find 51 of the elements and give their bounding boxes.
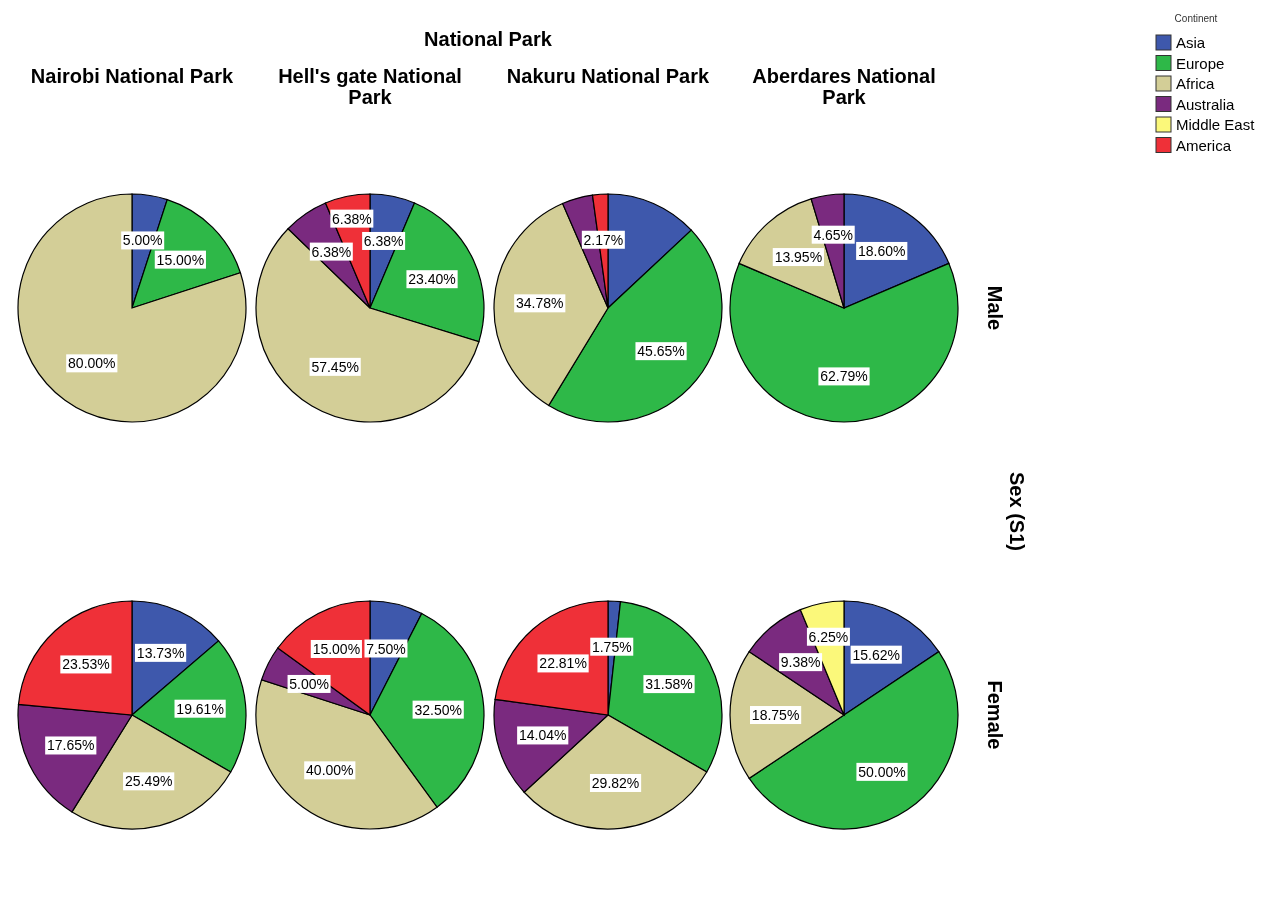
data-label: 34.78%: [516, 295, 564, 312]
data-label: 2.17%: [583, 231, 624, 248]
data-label: 5.00%: [122, 232, 163, 249]
data-label: 15.00%: [156, 251, 205, 268]
data-label: 6.38%: [363, 232, 404, 249]
text: National Park: [424, 28, 553, 50]
data-label: 6.38%: [331, 210, 372, 227]
data-label: 4.65%: [813, 226, 854, 243]
data-label: 13.95%: [774, 249, 823, 266]
legend-label: Asia: [1176, 34, 1206, 51]
data-label: 62.79%: [820, 368, 868, 385]
chart-title: Nakuru National Park: [506, 65, 711, 87]
data-label: 40.00%: [306, 762, 354, 779]
data-label: 23.53%: [62, 656, 110, 673]
legend-label: Middle East: [1176, 116, 1256, 133]
data-label: 31.58%: [645, 676, 693, 693]
data-label: 5.00%: [289, 675, 329, 692]
data-label: 17.65%: [47, 737, 95, 754]
data-label: 6.25%: [808, 628, 849, 645]
legend-label: America: [1176, 136, 1232, 154]
chart-title: Aberdares National Park: [752, 65, 936, 108]
data-label: 14.04%: [518, 727, 567, 744]
chart-title: Hell's gate National Park: [278, 65, 462, 108]
data-label: 23.40%: [408, 271, 456, 288]
text: Sex (S1): [1006, 472, 1028, 551]
legend-label: Australia: [1176, 95, 1236, 113]
data-label: 18.60%: [857, 242, 906, 259]
data-label: 15.00%: [312, 640, 361, 657]
data-label: 50.00%: [858, 763, 906, 780]
data-label: 9.38%: [780, 654, 821, 671]
text: Female: [984, 680, 1006, 750]
data-label: 19.61%: [176, 700, 224, 717]
text: Male: [984, 285, 1006, 331]
pie-slice: [17, 193, 247, 423]
data-label: 57.45%: [311, 358, 359, 375]
data-label: 32.50%: [414, 701, 462, 718]
data-label: 1.75%: [591, 638, 632, 655]
legend-title: Continent: [1174, 13, 1218, 24]
data-label: 15.62%: [852, 646, 900, 663]
legend-label: Africa: [1176, 75, 1215, 92]
text: Nairobi National Park: [30, 65, 235, 87]
data-label: 18.75%: [751, 707, 800, 724]
data-label: 80.00%: [68, 355, 116, 372]
data-label: 13.73%: [136, 644, 185, 661]
data-label: 29.82%: [591, 774, 640, 791]
legend-label: Europe: [1176, 54, 1225, 72]
data-label: 7.50%: [366, 640, 406, 657]
data-label: 22.81%: [539, 655, 587, 672]
data-label: 25.49%: [124, 773, 173, 790]
data-label: 45.65%: [637, 343, 685, 360]
data-label: 6.38%: [311, 243, 352, 260]
